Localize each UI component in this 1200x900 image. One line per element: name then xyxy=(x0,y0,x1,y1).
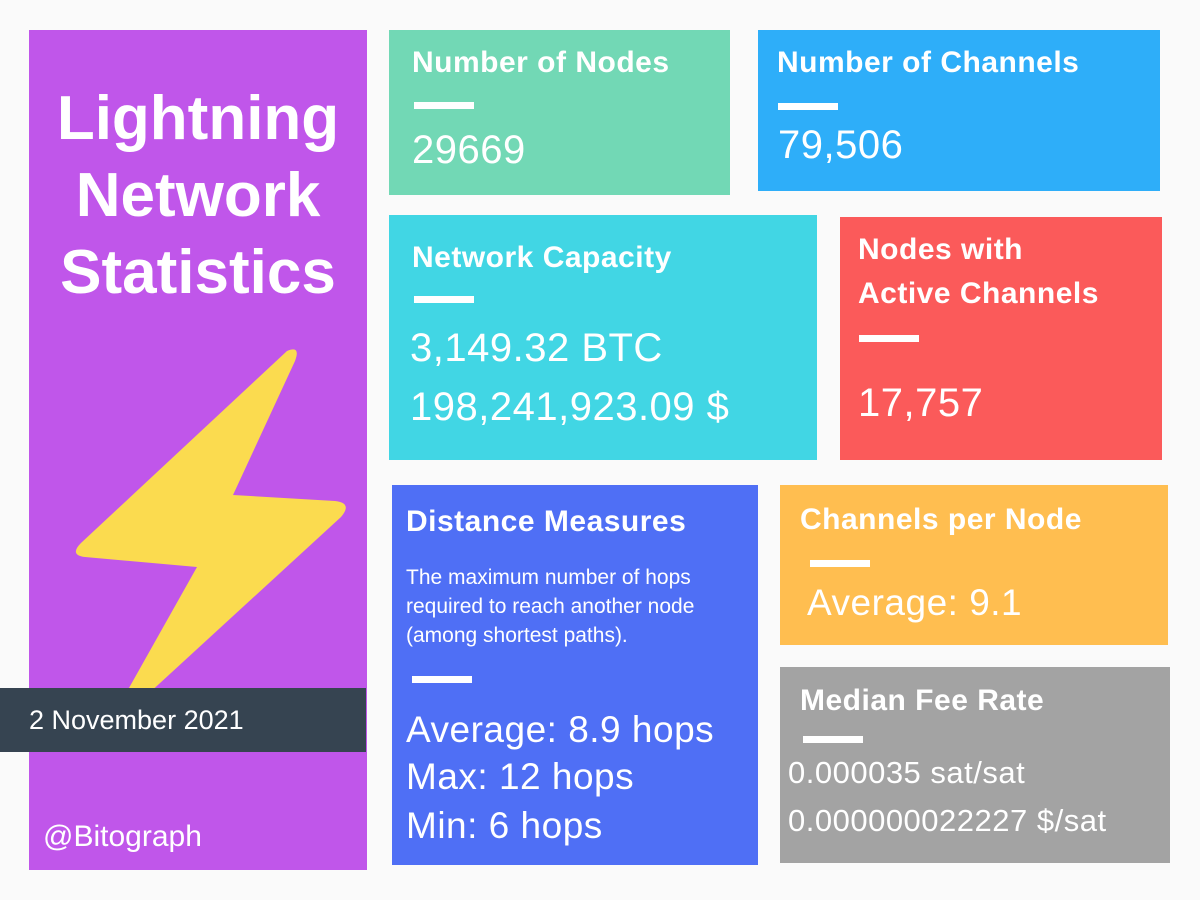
fee-title: Median Fee Rate xyxy=(800,684,1045,717)
capacity-usd-value: 198,241,923.09 $ xyxy=(410,385,730,429)
lightning-bolt-icon xyxy=(75,349,346,722)
active-nodes-card: Nodes with Active Channels 17,757 xyxy=(840,217,1162,460)
distance-description: The maximum number of hops required to r… xyxy=(406,566,695,647)
date-banner: 2 November 2021 xyxy=(0,688,366,752)
divider xyxy=(412,676,472,683)
distance-min: Min: 6 hops xyxy=(406,805,603,846)
active-title-line-2: Active Channels xyxy=(858,277,1099,310)
title-line-1: Lightning xyxy=(56,84,340,153)
active-title-line-1: Nodes with xyxy=(858,233,1024,266)
divider xyxy=(803,736,863,743)
median-fee-card: Median Fee Rate 0.000035 sat/sat 0.00000… xyxy=(780,667,1170,863)
cpn-average: Average: 9.1 xyxy=(807,582,1023,623)
distance-max: Max: 12 hops xyxy=(406,756,635,797)
channels-value: 79,506 xyxy=(778,123,904,167)
nodes-card: Number of Nodes 29669 xyxy=(389,30,730,195)
nodes-title: Number of Nodes xyxy=(412,46,670,79)
distance-average: Average: 8.9 hops xyxy=(406,709,715,750)
divider xyxy=(414,102,474,109)
title-line-3: Statistics xyxy=(60,238,336,307)
capacity-btc-value: 3,149.32 BTC xyxy=(410,326,663,370)
cpn-title: Channels per Node xyxy=(800,503,1082,536)
fee-usd-value: 0.000000022227 $/sat xyxy=(788,803,1107,838)
page-title: Lightning Network Statistics xyxy=(29,80,367,311)
capacity-card: Network Capacity 3,149.32 BTC 198,241,92… xyxy=(389,215,817,460)
divider xyxy=(859,335,919,342)
divider xyxy=(778,103,838,110)
distance-title: Distance Measures xyxy=(406,505,687,538)
channels-card: Number of Channels 79,506 xyxy=(758,30,1160,191)
divider xyxy=(414,296,474,303)
capacity-title: Network Capacity xyxy=(412,241,672,274)
fee-sat-value: 0.000035 sat/sat xyxy=(788,755,1026,790)
distance-card: Distance Measures The maximum number of … xyxy=(392,485,758,865)
divider xyxy=(810,560,870,567)
channels-per-node-card: Channels per Node Average: 9.1 xyxy=(780,485,1168,645)
title-line-2: Network xyxy=(75,161,321,230)
nodes-value: 29669 xyxy=(412,128,526,172)
channels-title: Number of Channels xyxy=(777,46,1080,79)
active-value: 17,757 xyxy=(858,381,984,425)
